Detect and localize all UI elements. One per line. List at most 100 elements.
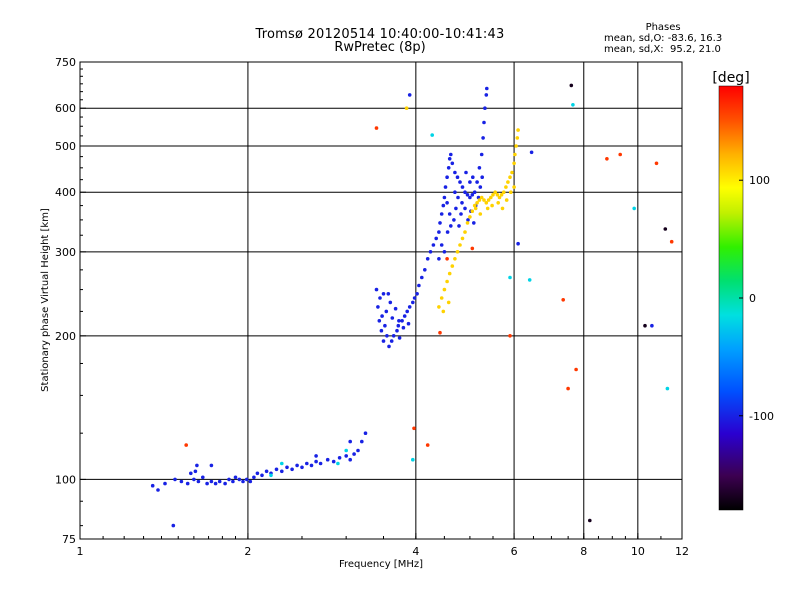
data-point bbox=[471, 175, 475, 179]
data-point bbox=[391, 334, 396, 338]
data-point bbox=[196, 479, 201, 484]
data-point bbox=[156, 488, 160, 492]
data-point bbox=[453, 257, 457, 261]
x-axis-title: Frequency [MHz] bbox=[339, 559, 423, 570]
plot-frame bbox=[79, 61, 683, 540]
data-point bbox=[477, 198, 482, 202]
data-point bbox=[325, 457, 330, 462]
data-point bbox=[363, 431, 368, 436]
data-point bbox=[516, 128, 520, 132]
data-point bbox=[484, 201, 489, 205]
data-point bbox=[508, 175, 512, 179]
data-point bbox=[201, 475, 205, 480]
data-point bbox=[481, 136, 485, 140]
data-point bbox=[189, 471, 193, 476]
data-point bbox=[516, 241, 520, 246]
data-point bbox=[390, 316, 395, 320]
data-point bbox=[445, 230, 450, 234]
data-point bbox=[478, 185, 483, 189]
data-point bbox=[217, 479, 222, 484]
data-point bbox=[477, 166, 482, 170]
data-point bbox=[441, 203, 446, 208]
y-tick-label: 500 bbox=[55, 140, 76, 153]
chart-title: Tromsø 20120514 10:40:00-10:41:43 bbox=[255, 27, 505, 42]
data-point bbox=[386, 292, 391, 296]
data-point bbox=[574, 367, 578, 372]
data-point bbox=[360, 439, 364, 444]
data-point bbox=[502, 190, 506, 194]
data-point bbox=[314, 454, 318, 458]
data-point bbox=[510, 170, 514, 175]
data-point bbox=[463, 206, 467, 211]
data-point bbox=[465, 221, 470, 225]
data-point bbox=[269, 473, 273, 478]
data-point bbox=[453, 170, 457, 175]
data-point bbox=[588, 518, 592, 523]
data-point bbox=[447, 212, 452, 216]
data-point bbox=[393, 306, 398, 311]
data-point bbox=[479, 195, 484, 200]
data-point bbox=[227, 477, 231, 482]
data-point bbox=[389, 339, 394, 343]
data-point bbox=[460, 201, 464, 205]
data-point bbox=[376, 305, 380, 309]
data-point bbox=[430, 133, 435, 137]
data-point bbox=[401, 325, 406, 330]
data-point bbox=[439, 243, 444, 247]
data-point bbox=[402, 314, 407, 318]
data-point bbox=[468, 180, 472, 184]
data-point bbox=[463, 230, 467, 234]
data-point bbox=[412, 296, 417, 300]
data-point bbox=[509, 190, 513, 194]
data-point bbox=[352, 452, 356, 456]
data-point bbox=[295, 463, 299, 468]
data-point bbox=[423, 268, 427, 272]
data-point bbox=[450, 264, 455, 268]
data-point bbox=[457, 224, 461, 228]
x-tick-label: 8 bbox=[580, 545, 587, 558]
data-point bbox=[508, 334, 512, 338]
data-point bbox=[472, 221, 476, 225]
y-tick-label: 75 bbox=[62, 533, 76, 546]
phase-stats-o-mode: mean, sd,O: -83.6, 16.3 bbox=[604, 33, 723, 44]
data-point bbox=[464, 170, 468, 175]
data-point bbox=[491, 193, 495, 197]
data-point bbox=[244, 477, 249, 482]
data-point bbox=[150, 483, 155, 488]
data-point bbox=[485, 86, 489, 91]
data-point bbox=[496, 201, 501, 205]
x-tick-label: 1 bbox=[77, 545, 84, 558]
data-point bbox=[479, 152, 484, 157]
data-point bbox=[475, 201, 479, 205]
data-point bbox=[264, 469, 269, 474]
colorbar-ticks: 100 0 -100 bbox=[739, 174, 774, 423]
data-point bbox=[512, 161, 516, 166]
data-point bbox=[260, 473, 264, 478]
data-point bbox=[453, 190, 457, 194]
data-point bbox=[173, 477, 177, 482]
data-point bbox=[468, 195, 472, 200]
data-point bbox=[460, 236, 465, 241]
data-point bbox=[473, 206, 478, 211]
data-point bbox=[529, 150, 534, 155]
data-point bbox=[571, 103, 575, 107]
data-point bbox=[497, 195, 502, 200]
data-point bbox=[274, 467, 279, 472]
data-point bbox=[472, 190, 477, 194]
data-point bbox=[407, 305, 412, 309]
data-point bbox=[447, 157, 452, 161]
data-point bbox=[192, 477, 196, 482]
y-axis-title: Stationary phase Virtual Height [km] bbox=[40, 208, 51, 392]
data-point bbox=[171, 523, 176, 528]
data-point bbox=[513, 152, 517, 157]
data-point bbox=[654, 161, 659, 166]
data-point bbox=[309, 463, 314, 468]
data-point bbox=[252, 475, 256, 480]
data-point bbox=[439, 212, 444, 216]
data-point bbox=[470, 193, 475, 197]
data-point bbox=[406, 321, 411, 326]
data-point bbox=[407, 93, 412, 97]
data-point bbox=[514, 144, 518, 148]
data-point bbox=[209, 463, 214, 468]
data-point bbox=[504, 185, 508, 189]
